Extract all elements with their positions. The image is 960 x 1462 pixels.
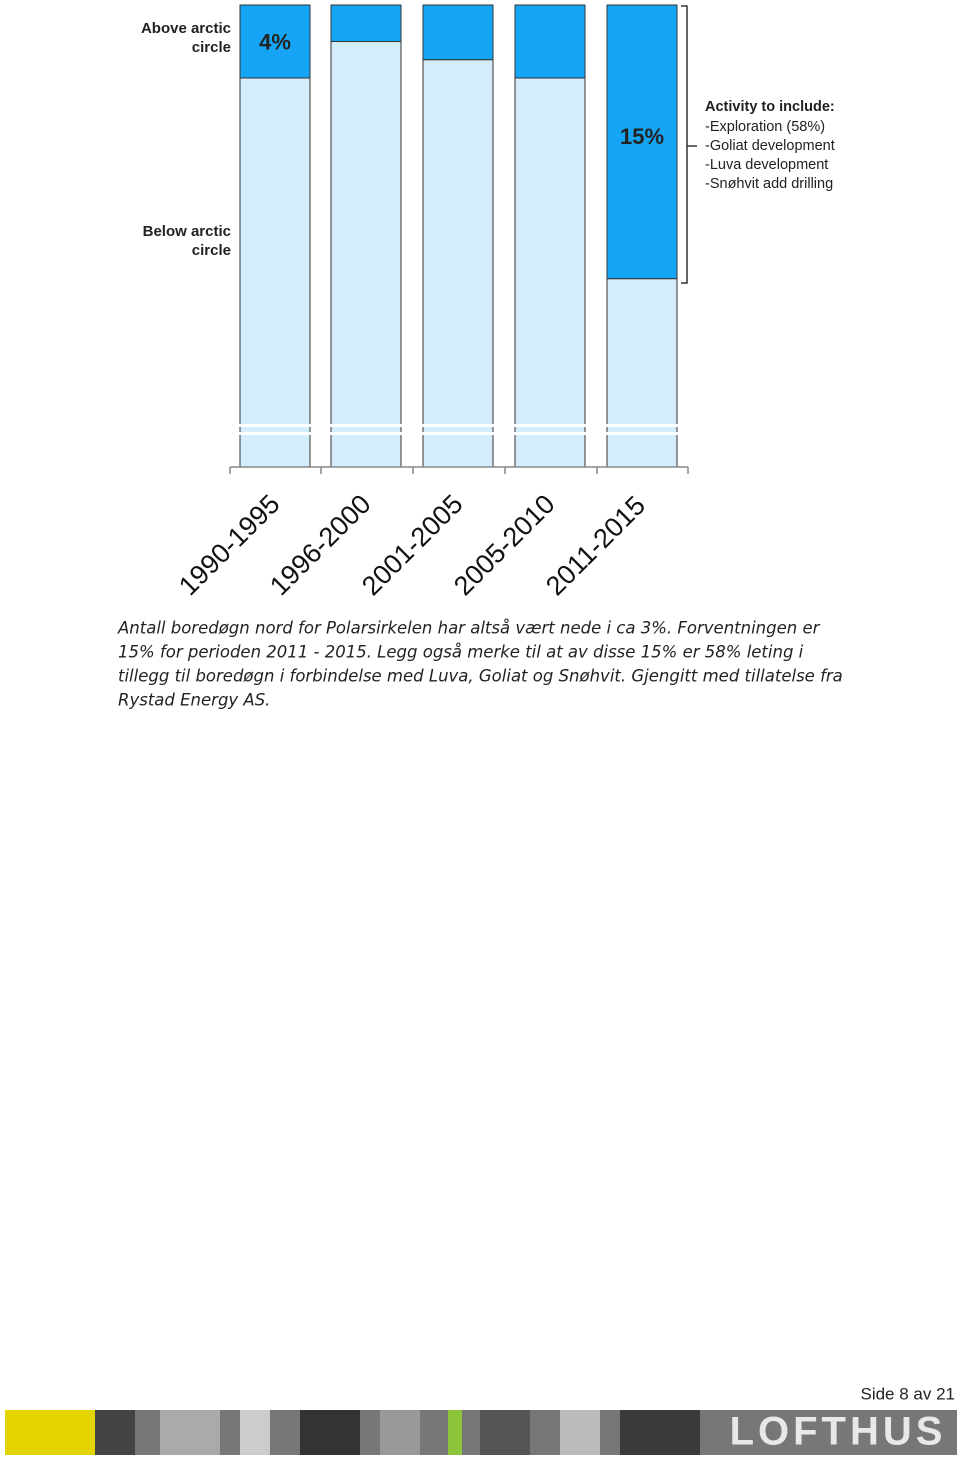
label-line: circle xyxy=(192,242,231,259)
caption-line: Rystad Energy AS. xyxy=(118,691,270,710)
series-label: Above arctic circle xyxy=(141,20,231,56)
bar-segment xyxy=(239,77,311,468)
bar-segment xyxy=(330,41,402,468)
bracket xyxy=(681,5,697,284)
axis-break xyxy=(605,424,679,427)
bar-segment xyxy=(514,4,586,79)
axis-break xyxy=(513,424,587,427)
footer-green xyxy=(448,1410,462,1455)
footer-logo: LOFTHUS xyxy=(730,1410,947,1454)
chart: 4%1990-19951996-20002001-20052005-201015… xyxy=(141,4,835,601)
footer-stripe xyxy=(160,1410,220,1455)
series-label: Below arctic circle xyxy=(143,223,231,259)
caption-line: Antall boredøgn nord for Polarsirkelen h… xyxy=(117,619,821,638)
label-line: Above arctic xyxy=(141,20,231,37)
annotation-line: -Luva development xyxy=(705,157,828,173)
footer-stripe xyxy=(240,1410,270,1455)
footer-stripe xyxy=(620,1410,700,1455)
footer-stripe xyxy=(95,1410,135,1455)
axis-break xyxy=(238,432,312,435)
annotation-title: Activity to include: xyxy=(705,99,835,115)
axis-break xyxy=(329,432,403,435)
value-label: 4% xyxy=(259,29,291,54)
bar-segment xyxy=(330,4,402,42)
axis-break xyxy=(329,424,403,427)
label-line: Below arctic xyxy=(143,223,231,240)
footer-stripe xyxy=(300,1410,360,1455)
bar-segment xyxy=(514,77,586,468)
page-number: Side 8 av 21 xyxy=(860,1384,955,1403)
annotation-line: -Exploration (58%) xyxy=(705,119,825,135)
caption: Antall boredøgn nord for Polarsirkelen h… xyxy=(117,619,843,710)
label-line: circle xyxy=(192,39,231,56)
bar-segment xyxy=(239,4,311,79)
axis-break xyxy=(238,424,312,427)
value-label: 15% xyxy=(620,124,664,149)
caption-line: 15% for perioden 2011 - 2015. Legg også … xyxy=(118,643,804,662)
bar-segment xyxy=(606,278,678,468)
annotation-line: -Goliat development xyxy=(705,138,835,154)
axis-break xyxy=(513,432,587,435)
axis-break xyxy=(605,432,679,435)
footer-stripe xyxy=(560,1410,600,1455)
annotation-line: -Snøhvit add drilling xyxy=(705,176,833,192)
axis-break xyxy=(421,432,495,435)
bar-segment xyxy=(422,59,494,468)
bar-segment xyxy=(422,4,494,61)
axis-break xyxy=(421,424,495,427)
footer-yellow xyxy=(5,1410,95,1455)
footer-stripe xyxy=(380,1410,420,1455)
caption-line: tillegg til boredøgn i forbindelse med L… xyxy=(118,667,843,686)
footer-stripe xyxy=(480,1410,530,1455)
bar-segment xyxy=(606,4,678,280)
